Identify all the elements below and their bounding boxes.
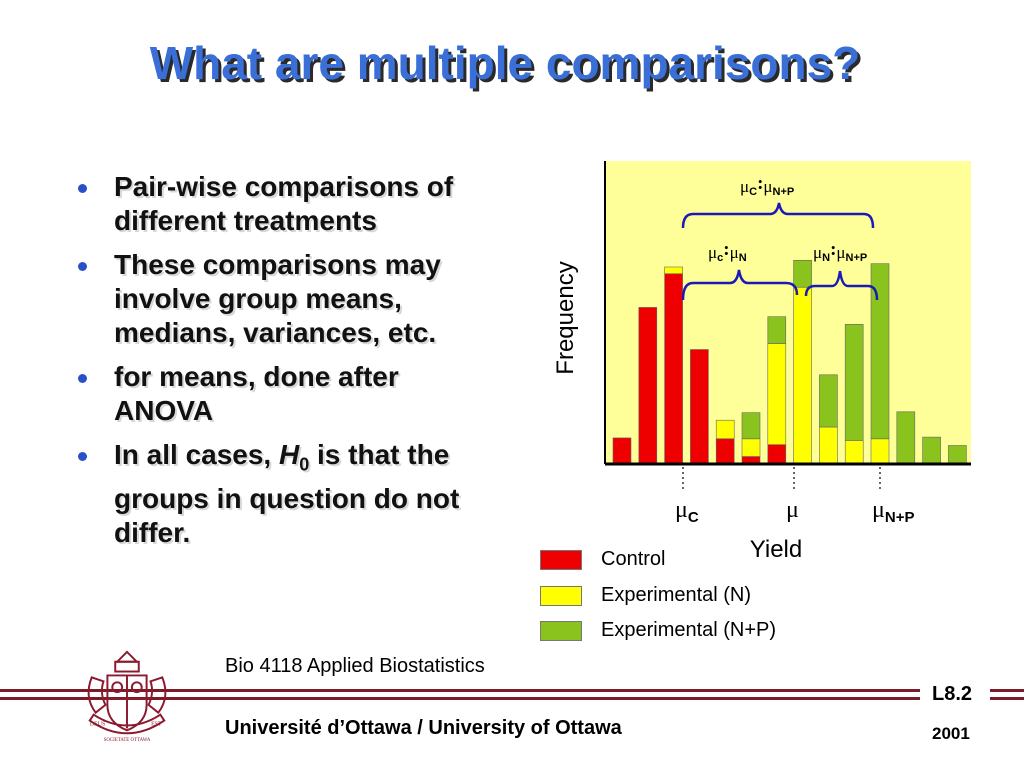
crest-right-scroll-text: EST: [151, 721, 162, 727]
x-axis-label: Yield: [750, 536, 802, 563]
footer-rule-top: [0, 689, 920, 692]
bullet-dot-icon: [78, 452, 87, 461]
course-name: Bio 4118 Applied Biostatistics: [225, 655, 485, 677]
bullet-text: for means, done after ANOVA: [114, 361, 399, 426]
legend-swatch: [540, 550, 582, 570]
year: 2001: [932, 724, 970, 743]
bullet-item: Pair-wise comparisons of different treat…: [72, 170, 502, 238]
mean-marker-subscript: C: [688, 509, 699, 526]
bar-segment-experimental-np: [741, 412, 761, 440]
bullet-item: These comparisons may involve group mean…: [72, 248, 502, 350]
mean-marker-label: μC: [675, 497, 699, 526]
legend-swatch: [540, 586, 582, 606]
bullet-text: Pair-wise comparisons of different treat…: [114, 171, 454, 236]
bar-segment-experimental-n: [664, 266, 683, 274]
y-axis-label: Frequency: [552, 261, 579, 374]
bullet-dot-icon: [78, 262, 87, 271]
bar-segment-experimental-np: [922, 436, 941, 465]
bar-segment-control: [664, 273, 683, 465]
legend-label: Experimental (N): [601, 584, 752, 606]
bullet-item: In all cases, H0 is that the groups in q…: [72, 438, 502, 550]
comparison-brace: [804, 270, 879, 301]
bar-segment-experimental-n: [844, 440, 864, 465]
bullet-dot-icon: [78, 374, 87, 383]
bar-segment-experimental-np: [896, 411, 916, 465]
comparison-label: μC:μN+P: [740, 173, 794, 198]
footer-rule-bottom: [0, 697, 920, 700]
mean-marker-subscript: N+P: [885, 509, 915, 526]
bullet-item: for means, done after ANOVA: [72, 360, 502, 428]
bar-segment-experimental-n: [715, 419, 735, 440]
bar-segment-control: [612, 437, 632, 465]
university-name: Université d’Ottawa / University of Otta…: [225, 717, 622, 739]
h0-symbol: H: [279, 439, 300, 470]
comparison-label: μc:μN: [708, 239, 747, 264]
bullet-dot-icon: [78, 184, 87, 193]
comparison-brace: [681, 202, 875, 229]
bar-segment-control: [638, 307, 658, 465]
legend-label: Control: [601, 548, 666, 570]
footer-rule-right-top: [990, 689, 1024, 692]
bar-segment-experimental-np: [948, 445, 967, 465]
comparison-brace: [681, 269, 799, 301]
bar-segment-experimental-n: [819, 426, 838, 465]
mean-marker-label: μ: [786, 497, 799, 523]
bar-segment-experimental-n: [767, 343, 787, 445]
legend-label: Experimental (N+P): [601, 619, 777, 641]
bar-segment-experimental-n: [793, 286, 812, 465]
bar-segment-experimental-np: [819, 374, 838, 428]
mean-marker-label: μN+P: [872, 497, 914, 526]
bullet-text: These comparisons may involve group mean…: [114, 249, 441, 348]
bullet-text-start: In all cases,: [114, 439, 279, 470]
crest-left-scroll-text: DEUS: [90, 721, 105, 727]
bar-segment-experimental-n: [741, 438, 761, 457]
comparison-label: μN:μN+P: [813, 239, 867, 264]
bar-group: [612, 259, 967, 465]
h0-subscript: 0: [299, 454, 310, 475]
lecture-number: L8.2: [932, 683, 973, 705]
university-crest-icon: DEUS EST SOCIETATE OTTAWA: [87, 650, 167, 743]
slide-title: What are multiple comparisons?: [149, 37, 861, 89]
mean-marker-group: μC μ μN+P: [675, 467, 914, 526]
bullet-list: Pair-wise comparisons of different treat…: [72, 170, 502, 560]
legend-swatch: [540, 621, 582, 641]
comparison-brace-group: μC:μN+P μc:μN μN:μN+P: [681, 173, 879, 301]
bar-segment-control: [715, 438, 735, 465]
bar-segment-experimental-np: [844, 323, 864, 441]
plot-background: [605, 161, 971, 464]
bar-segment-experimental-np: [793, 259, 812, 288]
bar-segment-control: [690, 349, 709, 465]
bar-segment-experimental-np: [767, 316, 787, 344]
bullet-text-end: is that the groups in question do not di…: [114, 439, 460, 548]
bar-segment-experimental-np: [870, 263, 890, 440]
footer-rule-right-bottom: [990, 697, 1024, 700]
crest-motto-text: SOCIETATE OTTAWA: [104, 738, 151, 743]
bar-segment-experimental-n: [870, 438, 890, 465]
bar-segment-control: [767, 444, 787, 465]
